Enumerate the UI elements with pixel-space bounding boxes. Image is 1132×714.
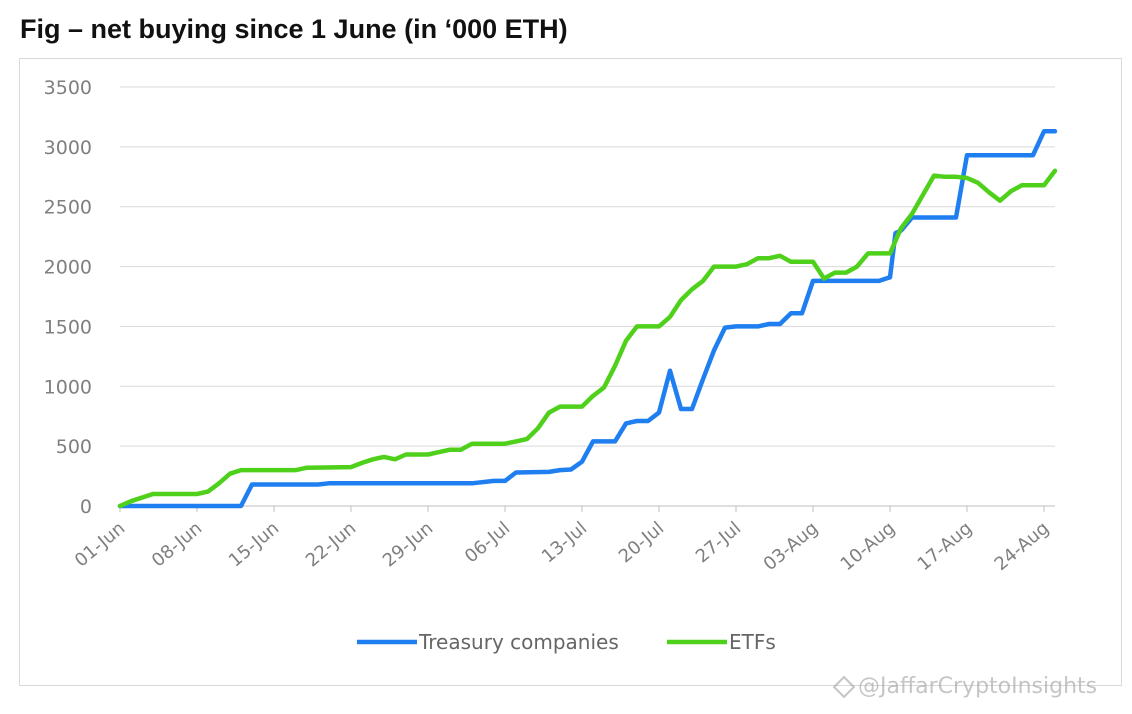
series-lines <box>117 129 1058 509</box>
series-line-treasury-companies <box>117 129 1058 509</box>
y-tick-label: 1500 <box>44 316 92 338</box>
y-tick-label: 1000 <box>44 376 92 398</box>
legend: Treasury companies ETFs <box>357 630 776 654</box>
y-tick-label: 2000 <box>44 257 92 279</box>
y-tick-label: 3000 <box>44 137 92 159</box>
x-tick-label: 20-Jul <box>615 518 668 568</box>
x-tick-label: 01-Jun <box>71 518 129 572</box>
x-tick-label: 10-Aug <box>837 518 900 575</box>
x-tick-label: 27-Jul <box>692 518 745 568</box>
y-tick-label: 2500 <box>44 197 92 219</box>
x-tick-label: 13-Jul <box>538 518 591 568</box>
watermark: @JaffarCryptoInsights <box>832 674 1098 699</box>
figure-title: Fig – net buying since 1 June (in ‘000 E… <box>20 14 568 44</box>
x-tick-label: 29-Jun <box>379 518 437 572</box>
x-tick-label: 22-Jun <box>302 518 360 572</box>
diamond-icon <box>832 675 856 698</box>
x-tick-label: 08-Jun <box>148 518 206 572</box>
y-axis-ticks: 0 500 1000 1500 2000 2500 3000 3500 <box>44 77 92 518</box>
legend-label: Treasury companies <box>418 630 619 654</box>
x-axis-ticks: 01-Jun 08-Jun 15-Jun 22-Jun 29-Jun 06-Jul 13-J… <box>71 506 1053 575</box>
series-line-etfs <box>117 168 1058 509</box>
y-tick-label: 3500 <box>44 77 92 99</box>
x-tick-label: 03-Aug <box>760 518 823 575</box>
line-chart: 0 500 1000 1500 2000 2500 3000 3500 01-Jun 08-Ju… <box>44 77 1058 654</box>
y-tick-label: 0 <box>80 496 92 518</box>
gridlines <box>120 86 1055 507</box>
chart-frame: 0 500 1000 1500 2000 2500 3000 3500 01-Jun 08-Ju… <box>19 58 1122 686</box>
x-tick-label: 06-Jul <box>461 518 514 568</box>
watermark-text: @JaffarCryptoInsights <box>858 674 1098 699</box>
x-tick-label: 24-Aug <box>991 518 1054 575</box>
legend-label: ETFs <box>729 630 776 654</box>
y-tick-label: 500 <box>56 436 92 458</box>
x-tick-label: 15-Jun <box>225 518 283 572</box>
x-tick-label: 17-Aug <box>914 518 977 575</box>
